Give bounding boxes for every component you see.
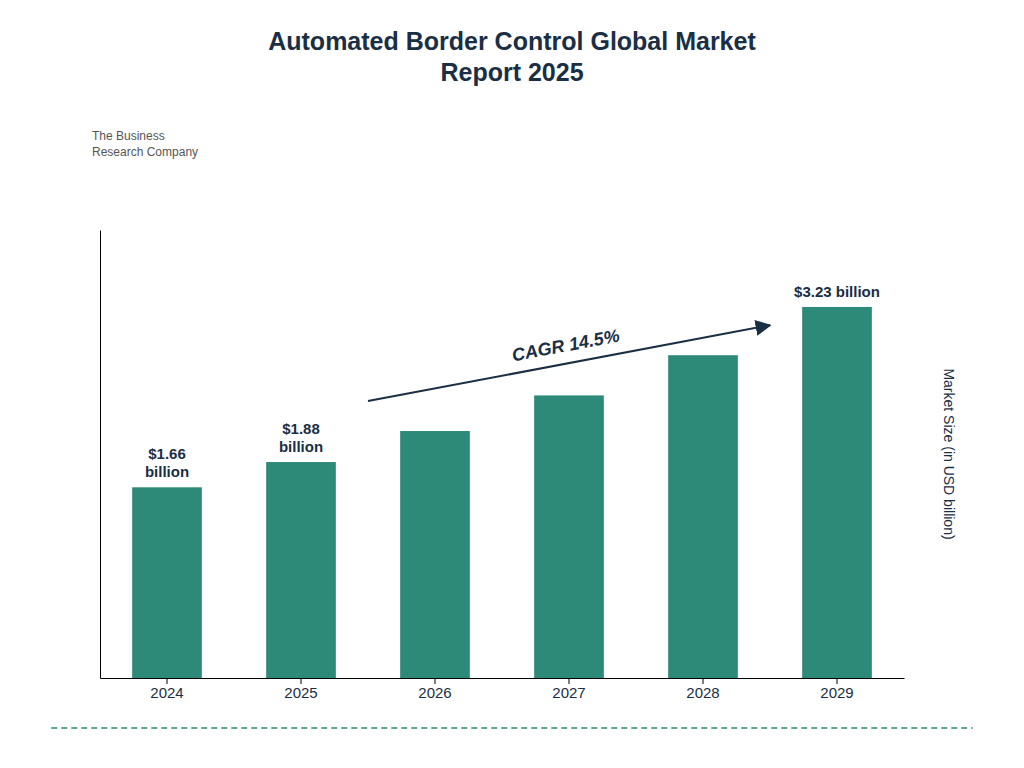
data-label: $1.88billion (279, 420, 323, 455)
bar (802, 307, 872, 678)
text-line: billion (279, 438, 323, 455)
text-line: $3.23 billion (794, 283, 880, 300)
bar (400, 431, 470, 678)
data-label: $3.23 billion (794, 283, 880, 300)
x-tick: 2029 (820, 678, 853, 701)
x-tick-label: 2029 (820, 684, 853, 701)
x-tick-label: 2025 (284, 684, 317, 701)
bottom-rule (51, 727, 973, 729)
company-label: The Business Research Company (92, 129, 198, 159)
text-line: Report 2025 (440, 58, 583, 86)
chart-svg: Automated Border Control Global Market Re… (0, 0, 1024, 768)
bar (534, 395, 604, 678)
text-line: The Business (92, 129, 165, 143)
x-tick-label: 2026 (418, 684, 451, 701)
text-line: Research Company (92, 145, 198, 159)
x-axis: 2024 2025 2026 2027 2028 2029 (101, 678, 905, 701)
x-tick: 2027 (552, 678, 585, 701)
cagr-label: CAGR 14.5% (510, 325, 621, 365)
x-tick: 2025 (284, 678, 317, 701)
bar (668, 355, 738, 678)
bars (132, 307, 872, 678)
text-line: billion (145, 463, 189, 480)
y-label: Market Size (in USD billion) (941, 368, 957, 539)
plot: 2024 2025 2026 2027 2028 2029 Market Size (in … (101, 231, 958, 701)
x-axis-line (101, 678, 905, 679)
text-line: $1.88 (282, 420, 320, 437)
x-tick: 2026 (418, 678, 451, 701)
bar (266, 462, 336, 678)
text-line: $1.66 (148, 445, 186, 462)
y-axis-line (100, 231, 101, 679)
title: Automated Border Control Global Market Re… (268, 27, 756, 86)
x-tick: 2024 (150, 678, 183, 701)
data-label: $1.66billion (145, 445, 189, 480)
x-tick: 2028 (686, 678, 719, 701)
x-tick-label: 2024 (150, 684, 183, 701)
x-tick-label: 2027 (552, 684, 585, 701)
x-tick-label: 2028 (686, 684, 719, 701)
bar (132, 487, 202, 678)
y-axis (100, 231, 101, 679)
text-line: Automated Border Control Global Market (268, 27, 756, 55)
data-labels: $1.66billion$1.88billion$3.23 billion (145, 283, 880, 480)
cagr-arrow (368, 325, 770, 401)
